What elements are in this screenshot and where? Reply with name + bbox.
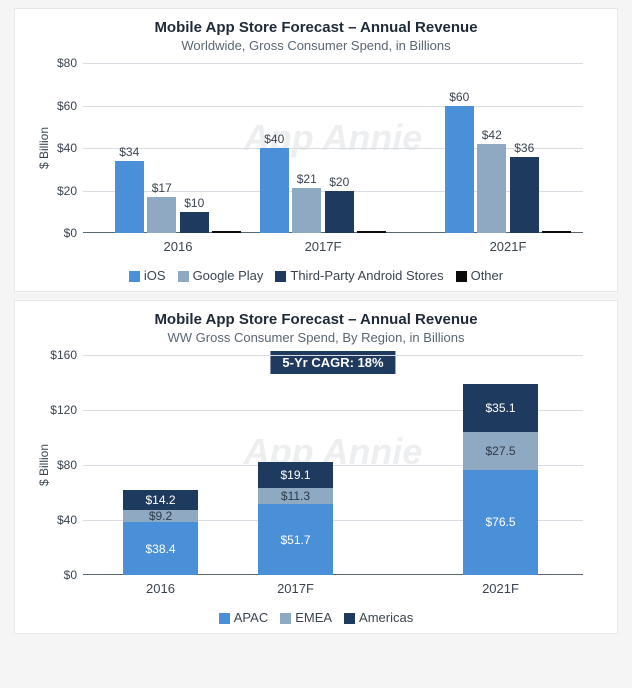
legend-swatch [178,271,189,282]
bar: $34 [115,161,144,233]
ytick-label: $40 [29,141,77,155]
bar-segment: $14.2 [123,490,198,510]
ytick-label: $20 [29,184,77,198]
xtick-label: 2016 [113,239,243,254]
legend-item: EMEA [280,610,332,625]
bar: $40 [260,148,289,233]
stacked-bar: 2017F$51.7$11.3$19.1 [258,355,333,575]
bar-value-label: $36 [514,141,534,155]
segment-value-label: $27.5 [463,445,538,457]
xtick-label: 2016 [123,581,198,596]
legend-swatch [344,613,355,624]
segment-value-label: $51.7 [258,534,333,546]
xtick-label: 2021F [463,581,538,596]
chart2-title: Mobile App Store Forecast – Annual Reven… [29,311,603,328]
chart-panel-by-region: Mobile App Store Forecast – Annual Reven… [14,300,618,634]
legend-item: Americas [344,610,413,625]
bar-segment: $11.3 [258,488,333,504]
legend-swatch [456,271,467,282]
legend-item: APAC [219,610,268,625]
chart1-title: Mobile App Store Forecast – Annual Reven… [29,19,603,36]
legend-item: Third-Party Android Stores [275,268,443,283]
bar: $36 [510,157,539,234]
bar [357,231,386,233]
legend-swatch [280,613,291,624]
xtick-label: 2017F [258,581,333,596]
bar: $17 [147,197,176,233]
chart2-yaxis: $ Billion $0$40$80$120$160 [29,355,83,575]
bar-group: 2016$34$17$10 [113,63,243,233]
bar-value-label: $20 [329,175,349,189]
chart1-subtitle: Worldwide, Gross Consumer Spend, in Bill… [29,38,603,53]
chart2-legend: APAC EMEA Americas [29,609,603,625]
bar-value-label: $34 [119,145,139,159]
bar: $20 [325,191,354,234]
stacked-bar: 2016$38.4$9.2$14.2 [123,355,198,575]
chart-panel-by-store: Mobile App Store Forecast – Annual Reven… [14,8,618,292]
bar: $21 [292,188,321,233]
bar-value-label: $21 [297,172,317,186]
legend-label: Other [471,268,504,283]
legend-swatch [275,271,286,282]
ytick-label: $120 [29,403,77,417]
ytick-label: $0 [29,568,77,582]
bar-value-label: $10 [184,196,204,210]
bar-segment: $38.4 [123,522,198,575]
legend-label: iOS [144,268,166,283]
bar: $60 [445,106,474,234]
legend-label: Third-Party Android Stores [290,268,443,283]
bar-segment: $19.1 [258,462,333,488]
ytick-label: $80 [29,458,77,472]
legend-item: iOS [129,268,166,283]
legend-label: APAC [234,610,268,625]
legend-item: Other [456,268,504,283]
segment-value-label: $76.5 [463,516,538,528]
bar-value-label: $60 [449,90,469,104]
ytick-label: $40 [29,513,77,527]
legend-swatch [219,613,230,624]
ytick-label: $0 [29,226,77,240]
bar [542,231,571,233]
xtick-label: 2017F [258,239,388,254]
xtick-label: 2021F [443,239,573,254]
bar-value-label: $42 [482,128,502,142]
bar-value-label: $40 [264,132,284,146]
segment-value-label: $9.2 [123,510,198,522]
chart1-plot-area: $ Billion $0$20$40$60$80 App Annie 2016$… [29,63,603,261]
bar-segment: $51.7 [258,504,333,575]
legend-item: Google Play [178,268,264,283]
bar-group: 2021F$60$42$36 [443,63,573,233]
legend-label: Google Play [193,268,264,283]
legend-swatch [129,271,140,282]
segment-value-label: $38.4 [123,543,198,555]
bar [212,231,241,233]
chart1-plot: App Annie 2016$34$17$102017F$40$21$20202… [83,63,583,233]
ytick-label: $60 [29,99,77,113]
segment-value-label: $14.2 [123,494,198,506]
chart1-legend: iOS Google Play Third-Party Android Stores… [29,267,603,283]
bar-group: 2017F$40$21$20 [258,63,388,233]
bar-segment: $76.5 [463,470,538,575]
segment-value-label: $19.1 [258,469,333,481]
segment-value-label: $35.1 [463,402,538,414]
chart2-subtitle: WW Gross Consumer Spend, By Region, in B… [29,330,603,345]
legend-label: EMEA [295,610,332,625]
chart2-plot-area: $ Billion $0$40$80$120$160 App Annie 5-Y… [29,355,603,603]
stacked-bar: 2021F$76.5$27.5$35.1 [463,355,538,575]
segment-value-label: $11.3 [258,490,333,502]
legend-label: Americas [359,610,413,625]
bar: $42 [477,144,506,233]
chart2-plot: App Annie 5-Yr CAGR: 18% 2016$38.4$9.2$1… [83,355,583,575]
bar-value-label: $17 [152,181,172,195]
ytick-label: $160 [29,348,77,362]
bar-segment: $27.5 [463,432,538,470]
chart1-yaxis: $ Billion $0$20$40$60$80 [29,63,83,233]
ytick-label: $80 [29,56,77,70]
bar: $10 [180,212,209,233]
bar-segment: $9.2 [123,510,198,523]
bar-segment: $35.1 [463,384,538,432]
